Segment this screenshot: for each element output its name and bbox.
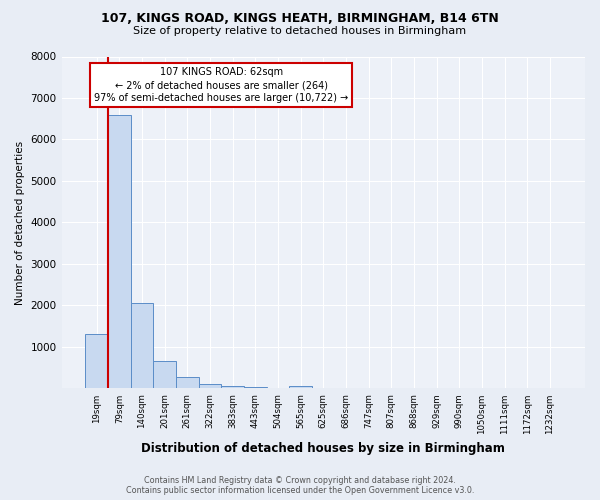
Bar	[131, 304, 154, 388]
Bar	[176, 377, 199, 388]
Text: Size of property relative to detached houses in Birmingham: Size of property relative to detached ho…	[133, 26, 467, 36]
Bar	[85, 334, 108, 388]
Text: 107, KINGS ROAD, KINGS HEATH, BIRMINGHAM, B14 6TN: 107, KINGS ROAD, KINGS HEATH, BIRMINGHAM…	[101, 12, 499, 26]
Bar	[221, 386, 244, 388]
Text: Contains HM Land Registry data © Crown copyright and database right 2024.
Contai: Contains HM Land Registry data © Crown c…	[126, 476, 474, 495]
Text: 107 KINGS ROAD: 62sqm
← 2% of detached houses are smaller (264)
97% of semi-deta: 107 KINGS ROAD: 62sqm ← 2% of detached h…	[94, 67, 349, 104]
Bar	[199, 384, 221, 388]
Bar	[289, 386, 312, 388]
Bar	[108, 114, 131, 388]
Bar	[244, 387, 266, 388]
Y-axis label: Number of detached properties: Number of detached properties	[15, 140, 25, 304]
X-axis label: Distribution of detached houses by size in Birmingham: Distribution of detached houses by size …	[142, 442, 505, 455]
Bar	[154, 361, 176, 388]
